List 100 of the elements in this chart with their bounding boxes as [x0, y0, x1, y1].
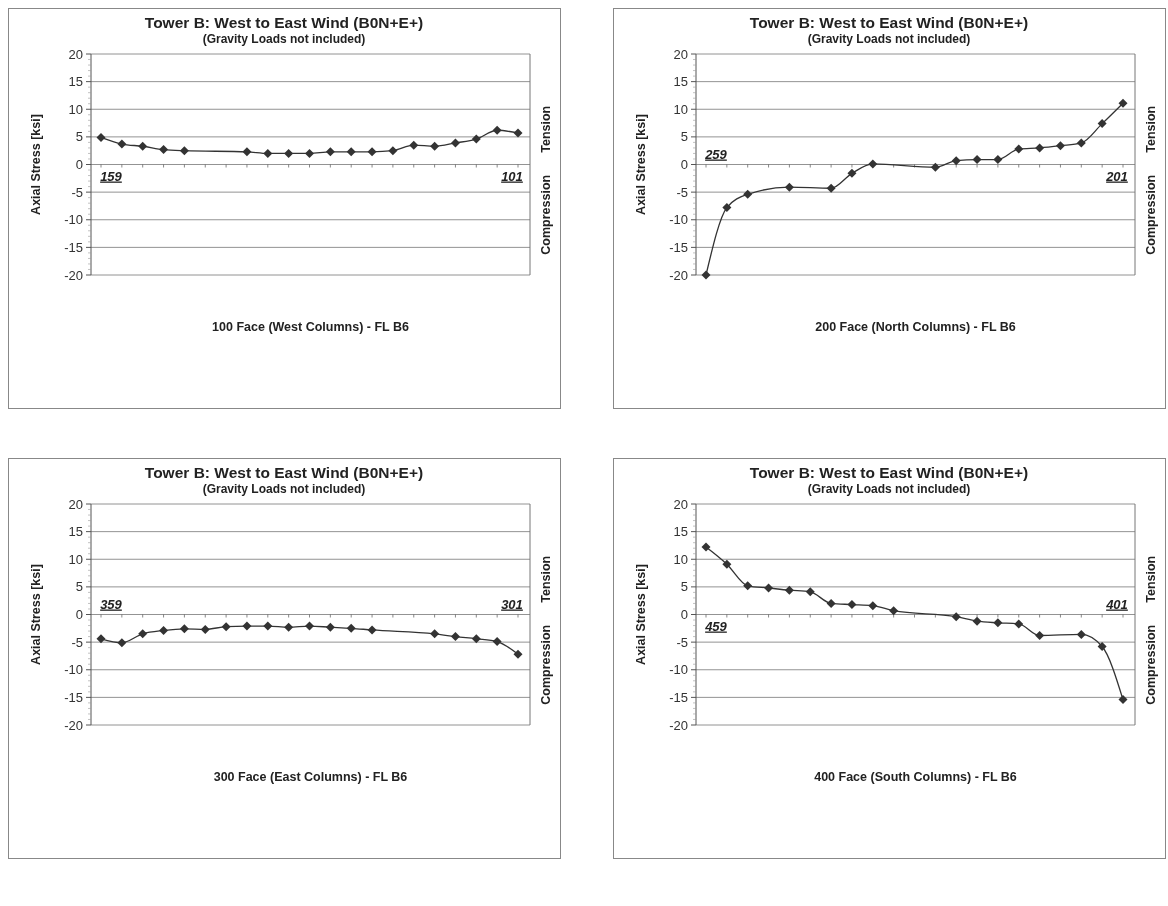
y-tick-label: -5 — [676, 634, 688, 650]
annotation: 359 — [100, 596, 123, 612]
point — [722, 203, 732, 213]
y-tick-label: -15 — [64, 239, 83, 255]
point — [221, 622, 231, 632]
point — [972, 616, 982, 626]
point — [513, 649, 523, 659]
point — [179, 624, 189, 634]
y-tick-label: 10 — [68, 101, 83, 117]
annotation: 159 — [100, 168, 123, 184]
y-tick-label: 15 — [673, 74, 688, 90]
point — [284, 622, 294, 632]
point — [951, 156, 961, 166]
point — [784, 585, 794, 595]
point — [1076, 629, 1086, 639]
point — [325, 622, 335, 632]
point — [242, 147, 252, 157]
point — [1097, 119, 1107, 129]
text: Compression — [1144, 174, 1158, 255]
y-tick-label: 0 — [75, 157, 83, 173]
point — [409, 140, 419, 150]
point — [492, 125, 502, 135]
point — [242, 621, 252, 631]
point — [346, 623, 356, 633]
point — [284, 148, 294, 158]
y-tick-label: 20 — [68, 46, 83, 62]
point — [1035, 143, 1045, 153]
point — [388, 146, 398, 156]
y-tick-label: -5 — [71, 184, 83, 200]
chart-subtitle: (Gravity Loads not included) — [807, 32, 971, 46]
y-tick-label: -10 — [64, 662, 83, 678]
point — [492, 637, 502, 647]
point — [305, 148, 314, 158]
y-tick-label: -20 — [669, 717, 688, 733]
point — [159, 626, 169, 636]
point — [972, 155, 982, 165]
point — [868, 159, 878, 169]
point — [263, 621, 273, 631]
annotation: 301 — [501, 596, 523, 612]
point — [1014, 619, 1024, 629]
point — [367, 625, 377, 635]
point — [826, 183, 836, 193]
point — [430, 629, 440, 639]
point — [325, 147, 335, 157]
y-tick-label: 15 — [68, 74, 83, 90]
point — [96, 634, 106, 644]
point — [471, 634, 481, 644]
point — [701, 542, 711, 552]
point — [930, 162, 940, 172]
y-tick-label: 5 — [680, 129, 688, 145]
point — [138, 141, 148, 151]
point — [1118, 695, 1128, 705]
annotation: 459 — [704, 618, 728, 634]
x-axis-title: 200 Face (North Columns) - FL B6 — [815, 320, 1016, 334]
y-tick-label: -15 — [64, 689, 83, 705]
chart-title: Tower B: West to East Wind (B0N+E+) — [144, 464, 424, 481]
point — [430, 141, 440, 151]
point — [1076, 138, 1086, 148]
point — [450, 138, 460, 148]
y-tick-label: -20 — [669, 267, 688, 283]
text: Compression — [539, 624, 553, 705]
point — [1014, 144, 1024, 154]
y-tick-label: -5 — [676, 184, 688, 200]
y-tick-label: -15 — [669, 239, 688, 255]
annotation: 401 — [1105, 596, 1128, 612]
point — [847, 600, 857, 610]
point — [784, 182, 794, 192]
point — [701, 270, 711, 280]
point — [743, 189, 753, 199]
point — [200, 624, 210, 634]
x-axis-title: 400 Face (South Columns) - FL B6 — [814, 770, 1017, 784]
point — [471, 134, 481, 144]
point — [367, 147, 377, 157]
annotation: 101 — [501, 168, 523, 184]
point — [450, 632, 460, 642]
y-tick-label: 10 — [68, 551, 83, 567]
y-axis-title: Axial Stress [ksi] — [634, 114, 648, 215]
chart-title: Tower B: West to East Wind (B0N+E+) — [749, 464, 1029, 481]
text: Compression — [1144, 624, 1158, 705]
y-tick-label: -20 — [64, 267, 83, 283]
point — [263, 148, 273, 158]
point — [1035, 631, 1045, 640]
y-tick-label: 20 — [673, 46, 688, 62]
chart-subtitle: (Gravity Loads not included) — [202, 32, 366, 46]
y-tick-label: 0 — [680, 157, 688, 173]
point — [722, 559, 732, 569]
point — [346, 147, 356, 157]
y-tick-label: -20 — [64, 717, 83, 733]
y-tick-label: 5 — [680, 579, 688, 595]
point — [179, 146, 189, 156]
annotation: 259 — [704, 146, 728, 162]
point — [805, 587, 815, 597]
point — [513, 128, 523, 138]
y-tick-label: 15 — [673, 524, 688, 540]
y-axis-title: Axial Stress [ksi] — [29, 564, 43, 665]
y-tick-label: -10 — [669, 662, 688, 678]
text: Compression — [539, 174, 553, 255]
point — [117, 139, 127, 149]
point — [826, 598, 836, 608]
point — [1055, 141, 1065, 151]
